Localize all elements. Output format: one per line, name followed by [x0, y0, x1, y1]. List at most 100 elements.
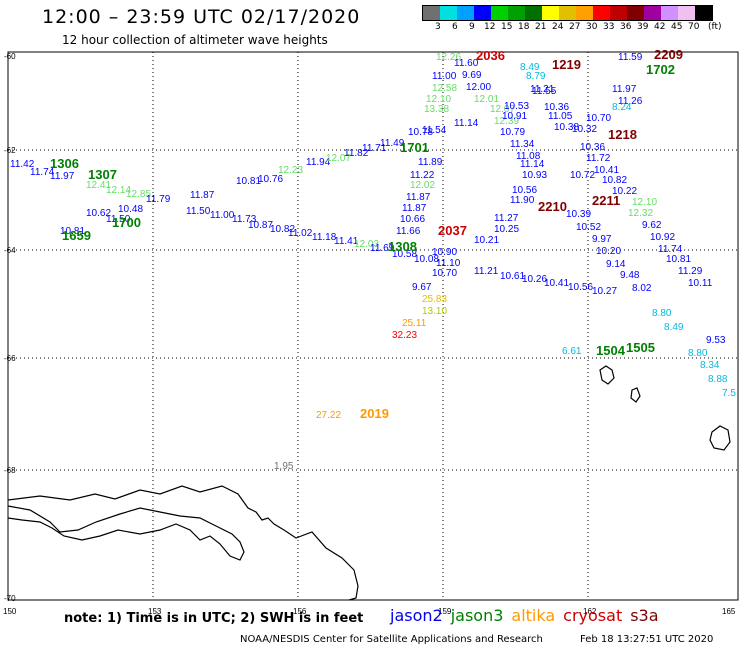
- wave-height-value: 11.50: [106, 214, 131, 225]
- wave-height-value: 11.94: [306, 157, 331, 168]
- legend-swatch: [610, 6, 627, 20]
- wave-height-value: 11.97: [612, 84, 637, 95]
- legend-label: 30: [586, 22, 598, 32]
- lon-labels: 150 153 156 159 162 165: [3, 607, 736, 616]
- legend-swatch: [542, 6, 559, 20]
- wave-height-value: 11.18: [312, 232, 337, 243]
- wave-height-value: 32.23: [392, 330, 417, 341]
- legend-label: 33: [603, 22, 615, 32]
- wave-height-value: 11.82: [344, 148, 369, 159]
- wave-height-value: 11.21: [530, 84, 555, 95]
- wave-height-value: 10.53: [504, 101, 529, 112]
- wave-height-value: 10.25: [494, 224, 519, 235]
- wave-height-value: 11.02: [288, 228, 313, 239]
- coastline: [7, 365, 731, 601]
- wave-height-value: 10.93: [522, 170, 547, 181]
- island-2: [630, 387, 641, 403]
- legend-swatches: [422, 5, 713, 21]
- wave-height-value: 11.87: [190, 190, 215, 201]
- pass-time-label: 1700: [112, 215, 141, 230]
- wave-height-value: 8.49: [520, 62, 540, 73]
- lat-labels: -60 -62 -64 -66 -68 -70: [4, 52, 16, 603]
- pass-time-label: 1659: [62, 228, 91, 243]
- lat-label: -68: [4, 466, 16, 475]
- lon-label: 150: [3, 607, 17, 616]
- wave-height-value: 11.74: [30, 167, 55, 178]
- wave-height-value: 25.11: [402, 318, 427, 329]
- pass-time-label: 1505: [626, 340, 655, 355]
- satellite-cryosat: cryosat: [563, 606, 623, 625]
- wave-height-value: 12.01: [474, 94, 499, 105]
- wave-height-value: 11.22: [410, 170, 435, 181]
- wave-height-value: 8.80: [688, 348, 708, 359]
- antarctic-coastline: [7, 485, 359, 601]
- legend-labels: 3 6 9 12 15 18 21 24 27 30 33 36 39 42 45 70 (ft): [422, 21, 722, 35]
- satellite-jason3: jason3: [450, 606, 504, 625]
- legend-label: 21: [535, 22, 547, 32]
- wave-height-value: 11.00: [210, 210, 235, 221]
- legend-label: 9: [469, 22, 475, 32]
- wave-height-value: 13.10: [422, 306, 447, 317]
- legend-label: 27: [569, 22, 581, 32]
- wave-height-value: 10.26: [522, 274, 547, 285]
- wave-height-value: 11.00: [432, 71, 457, 82]
- legend-swatch: [627, 6, 644, 20]
- wave-height-value: 12.39: [494, 116, 519, 127]
- island-1: [599, 365, 615, 385]
- wave-height-value: 12.10: [426, 94, 451, 105]
- wave-height-value: 10.90: [432, 247, 457, 258]
- wave-height-value: 11.66: [396, 226, 421, 237]
- wave-height-value: 10.76: [258, 174, 283, 185]
- legend-swatch: [661, 6, 678, 20]
- legend-swatch: [695, 6, 712, 20]
- wave-height-value: 10.79: [500, 127, 525, 138]
- wave-height-value: 11.90: [510, 195, 535, 206]
- wave-height-value: 11.14: [520, 159, 545, 170]
- wave-height-value: 11.54: [422, 125, 447, 136]
- wave-height-value: 11.14: [454, 118, 479, 129]
- lat-label: -66: [4, 354, 16, 363]
- wave-height-value: 10.36: [544, 102, 569, 113]
- legend-label: 42: [654, 22, 666, 32]
- wave-height-value: 10.81: [60, 226, 85, 237]
- legend-swatch: [423, 6, 440, 20]
- wave-height-value: 8.24: [612, 102, 632, 113]
- wave-height-value: 8.02: [632, 283, 652, 294]
- pass-time-label: 2211: [592, 193, 620, 208]
- wave-height-value: 9.14: [606, 259, 626, 270]
- wave-height-value: 12.41: [86, 180, 111, 191]
- wave-height-value: 10.62: [86, 208, 111, 219]
- lat-label: -62: [4, 146, 16, 155]
- wave-height-value: 10.91: [502, 111, 527, 122]
- legend-label: 70: [688, 22, 700, 32]
- wave-height-value: 10.70: [432, 268, 457, 279]
- legend-label: 18: [518, 22, 530, 32]
- legend-swatch: [525, 6, 542, 20]
- wave-height-value: 10.56: [512, 185, 537, 196]
- wave-height-value: 10.52: [576, 222, 601, 233]
- wave-height-value: 9.53: [706, 335, 726, 346]
- legend-swatch: [644, 6, 661, 20]
- graticule: [8, 52, 738, 600]
- wave-height-value: 9.48: [620, 270, 640, 281]
- lat-label: -60: [4, 52, 16, 61]
- wave-height-value: 11.87: [402, 203, 427, 214]
- lon-label: 156: [293, 607, 307, 616]
- legend-unit: (ft): [708, 22, 722, 32]
- legend-label: 39: [637, 22, 649, 32]
- legend-label: 12: [484, 22, 496, 32]
- pass-time-label: 1504: [596, 343, 626, 358]
- wave-height-value: 10.36: [580, 142, 605, 153]
- wave-height-value: 10.22: [612, 186, 637, 197]
- wave-height-value: 12.07: [490, 104, 515, 115]
- wave-height-value: 11.26: [618, 96, 643, 107]
- wave-height-value: 10.32: [572, 124, 597, 135]
- pass-time-label: 2019: [360, 406, 389, 421]
- island-3: [709, 425, 731, 451]
- wave-height-value: 10.39: [566, 209, 591, 220]
- wave-height-value: 10.11: [688, 278, 713, 289]
- legend-label: 45: [671, 22, 683, 32]
- pass-time-label: 1219: [552, 57, 581, 72]
- wave-height-value: 10.48: [118, 204, 143, 215]
- wave-height-value: 11.34: [510, 139, 535, 150]
